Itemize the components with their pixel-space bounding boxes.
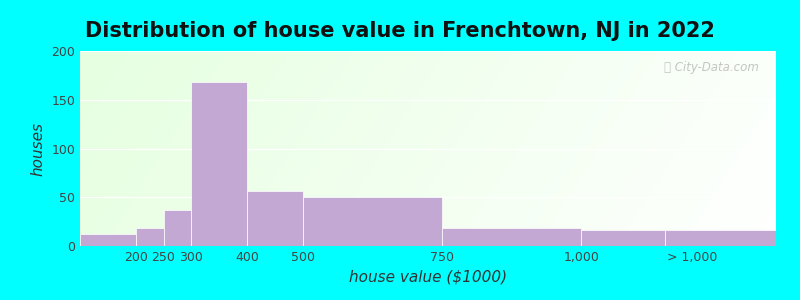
Text: Distribution of house value in Frenchtown, NJ in 2022: Distribution of house value in Frenchtow… <box>85 21 715 41</box>
Bar <box>247 191 302 246</box>
Bar <box>163 210 191 246</box>
Bar <box>302 197 442 246</box>
Bar <box>136 229 163 246</box>
Bar <box>665 230 776 246</box>
Y-axis label: houses: houses <box>30 122 46 176</box>
Bar <box>80 234 136 246</box>
Bar <box>442 229 581 246</box>
X-axis label: house value ($1000): house value ($1000) <box>349 269 507 284</box>
Bar <box>191 82 247 246</box>
Bar <box>581 230 665 246</box>
Text: ⌕ City-Data.com: ⌕ City-Data.com <box>664 61 758 74</box>
